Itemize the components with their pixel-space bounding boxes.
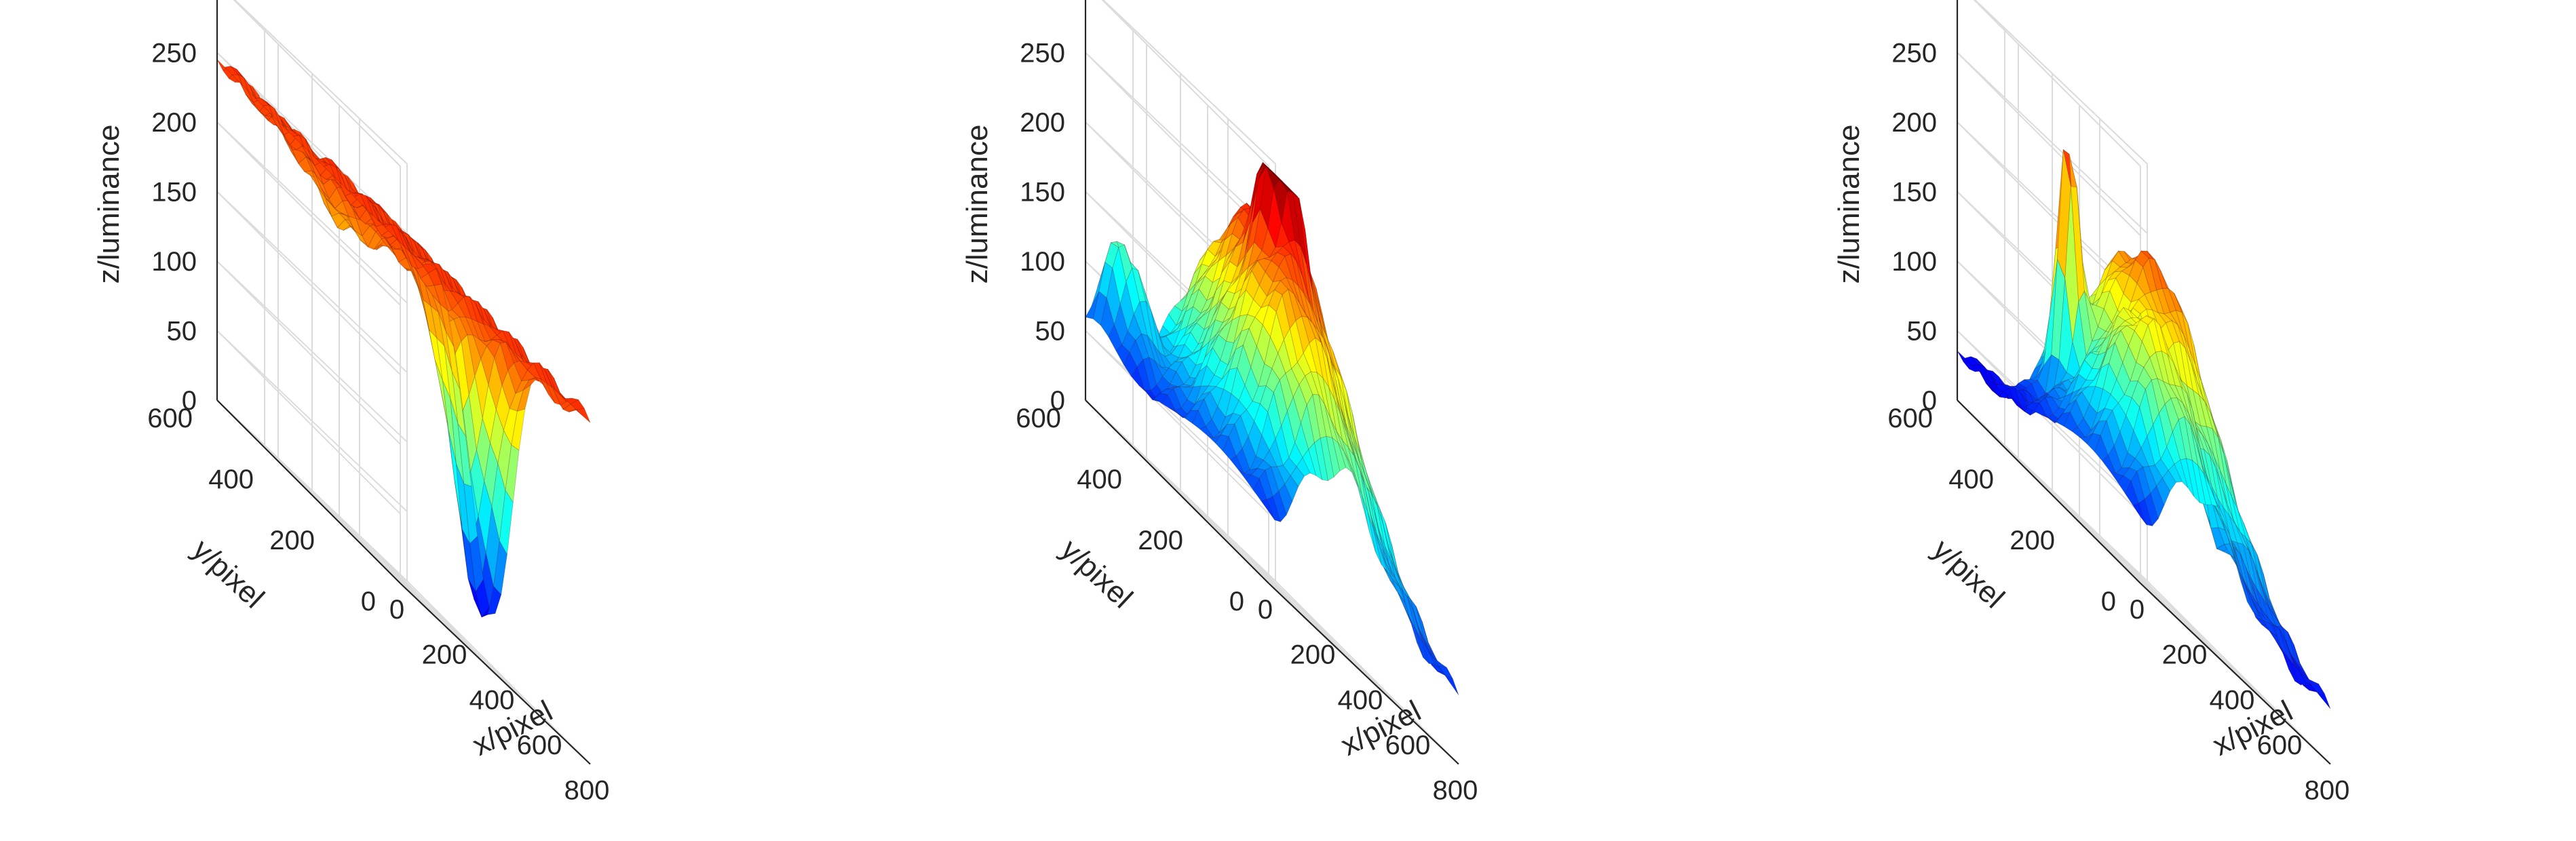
y-tick-label: 600 xyxy=(1016,404,1061,433)
surface-patch xyxy=(2316,691,2331,709)
y-tick-label: 200 xyxy=(1138,526,1183,555)
x-tick-label: 0 xyxy=(2130,595,2145,625)
z-tick-label: 100 xyxy=(1891,247,1937,277)
axes: 0200400600800020040060005010015020025030… xyxy=(92,0,609,806)
y-tick-label: 0 xyxy=(1229,587,1244,617)
x-tick-label: 0 xyxy=(1258,595,1273,625)
z-tick-label: 100 xyxy=(151,247,197,277)
x-axis-line xyxy=(2140,583,2331,765)
box-edge xyxy=(1957,399,2148,582)
surface-patch xyxy=(2263,574,2277,617)
y-axis-line xyxy=(216,399,401,584)
z-axis-label: z/luminance xyxy=(1832,125,1866,284)
x-tick-label: 800 xyxy=(1433,776,1478,806)
x-tick-label: 200 xyxy=(2162,640,2208,670)
chart-panel-left: 0200400600800020040060005010015020025030… xyxy=(92,0,609,806)
x-axis-line xyxy=(1268,583,1459,765)
y-tick-label: 200 xyxy=(269,526,315,555)
x-tick-label: 400 xyxy=(469,685,515,715)
box-edge xyxy=(1102,0,1276,165)
chart-panel-middle: 0200400600800020040060005010015020025030… xyxy=(961,0,1478,806)
chart-panel-right: 0200400600800020040060005010015020025030… xyxy=(1832,0,2349,806)
z-axis-label: z/luminance xyxy=(92,125,126,284)
x-tick-label: 600 xyxy=(1385,730,1431,760)
y-tick-label: 400 xyxy=(1948,465,1994,494)
z-tick-label: 250 xyxy=(1891,39,1937,69)
y-tick-label: 400 xyxy=(1077,465,1122,494)
y-axis-label: y/pixel xyxy=(1054,533,1139,615)
y-axis-line xyxy=(1957,399,2141,584)
box-edge xyxy=(1101,0,1269,167)
y-tick-label: 0 xyxy=(361,587,376,617)
x-tick-label: 0 xyxy=(389,595,404,625)
z-tick-label: 50 xyxy=(1035,317,1066,347)
z-tick-label: 50 xyxy=(167,317,197,347)
x-axis-line xyxy=(400,583,591,765)
y-axis-label: y/pixel xyxy=(1926,533,2011,615)
y-tick-label: 600 xyxy=(1887,404,1933,433)
surface xyxy=(216,59,591,618)
z-tick-label: 100 xyxy=(1020,247,1065,277)
x-tick-label: 400 xyxy=(2210,685,2255,715)
z-tick-label: 0 xyxy=(182,386,197,416)
y-axis-line xyxy=(1085,399,1269,584)
surface-patch xyxy=(1421,621,1436,658)
surface-patch xyxy=(1444,674,1459,696)
box-edge xyxy=(233,0,401,167)
y-tick-label: 0 xyxy=(2101,587,2116,617)
x-tick-label: 200 xyxy=(1290,640,1336,670)
y-tick-label: 400 xyxy=(208,465,254,494)
box-edge xyxy=(216,399,408,582)
box-edge xyxy=(233,0,408,165)
surface-patch xyxy=(576,408,591,423)
z-tick-label: 150 xyxy=(151,178,197,208)
box-edge xyxy=(1085,399,1276,582)
z-tick-label: 0 xyxy=(1922,386,1937,416)
y-tick-label: 200 xyxy=(2010,526,2055,555)
z-axis-label: z/luminance xyxy=(961,125,994,284)
y-tick-label: 600 xyxy=(147,404,193,433)
x-tick-label: 400 xyxy=(1338,685,1383,715)
z-tick-label: 200 xyxy=(151,108,197,138)
x-tick-label: 800 xyxy=(564,776,610,806)
box-edge xyxy=(1974,0,2148,165)
z-tick-label: 250 xyxy=(151,39,197,69)
surface xyxy=(1957,149,2331,709)
z-tick-label: 250 xyxy=(1020,39,1065,69)
z-tick-label: 150 xyxy=(1020,178,1065,208)
x-tick-label: 600 xyxy=(517,730,562,760)
x-tick-label: 200 xyxy=(422,640,467,670)
z-tick-label: 50 xyxy=(1907,317,1938,347)
box-edge xyxy=(1973,0,2141,167)
x-tick-label: 800 xyxy=(2305,776,2350,806)
z-tick-label: 0 xyxy=(1050,386,1065,416)
surface xyxy=(1085,161,1459,696)
z-tick-label: 200 xyxy=(1020,108,1065,138)
z-tick-label: 200 xyxy=(1891,108,1937,138)
x-tick-label: 600 xyxy=(2257,730,2303,760)
z-tick-label: 150 xyxy=(1891,178,1937,208)
y-axis-label: y/pixel xyxy=(186,533,271,615)
